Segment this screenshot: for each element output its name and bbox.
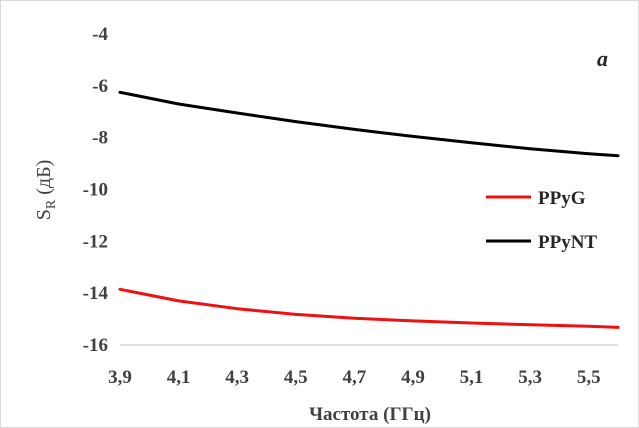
y-tick-label: -14 <box>83 283 109 304</box>
x-axis-label: Частота (ГГц) <box>309 404 431 425</box>
y-axis-label-main: S <box>33 209 55 220</box>
x-tick-label: 4,7 <box>342 367 366 388</box>
x-tick-label: 3,9 <box>108 367 132 388</box>
series-layer <box>118 90 620 329</box>
x-tick-label: 4,9 <box>401 367 425 388</box>
x-tick-label: 4,3 <box>225 367 249 388</box>
series-line-ppynt <box>118 90 620 158</box>
y-tick-label: -12 <box>83 231 108 252</box>
y-axis-label-unit: (дБ) <box>33 160 55 200</box>
legend: PPyG PPyNT <box>486 188 597 253</box>
legend-label-ppynt: PPyNT <box>538 232 597 253</box>
x-tick-label: 4,5 <box>284 367 308 388</box>
x-tick-label: 5,5 <box>577 367 601 388</box>
legend-label-ppyg: PPyG <box>538 188 586 209</box>
x-tick-label: 4,1 <box>167 367 191 388</box>
y-tick-label: -16 <box>83 335 108 356</box>
panel-label: a <box>597 46 608 71</box>
x-tick-labels: 3,9 4,1 4,3 4,5 4,7 4,9 5,1 5,3 5,5 <box>108 367 600 388</box>
y-tick-label: -4 <box>92 24 108 45</box>
series-line-ppyg <box>118 287 620 329</box>
y-axis-label-sub: R <box>44 199 59 209</box>
y-axis-label: SR (дБ) <box>33 160 59 220</box>
x-tick-label: 5,3 <box>518 367 542 388</box>
y-tick-label: -6 <box>92 76 108 97</box>
x-tick-label: 5,1 <box>460 367 484 388</box>
y-tick-labels: -4 -6 -8 -10 -12 -14 -16 <box>83 24 109 356</box>
y-tick-label: -8 <box>92 128 108 149</box>
y-tick-label: -10 <box>83 180 108 201</box>
